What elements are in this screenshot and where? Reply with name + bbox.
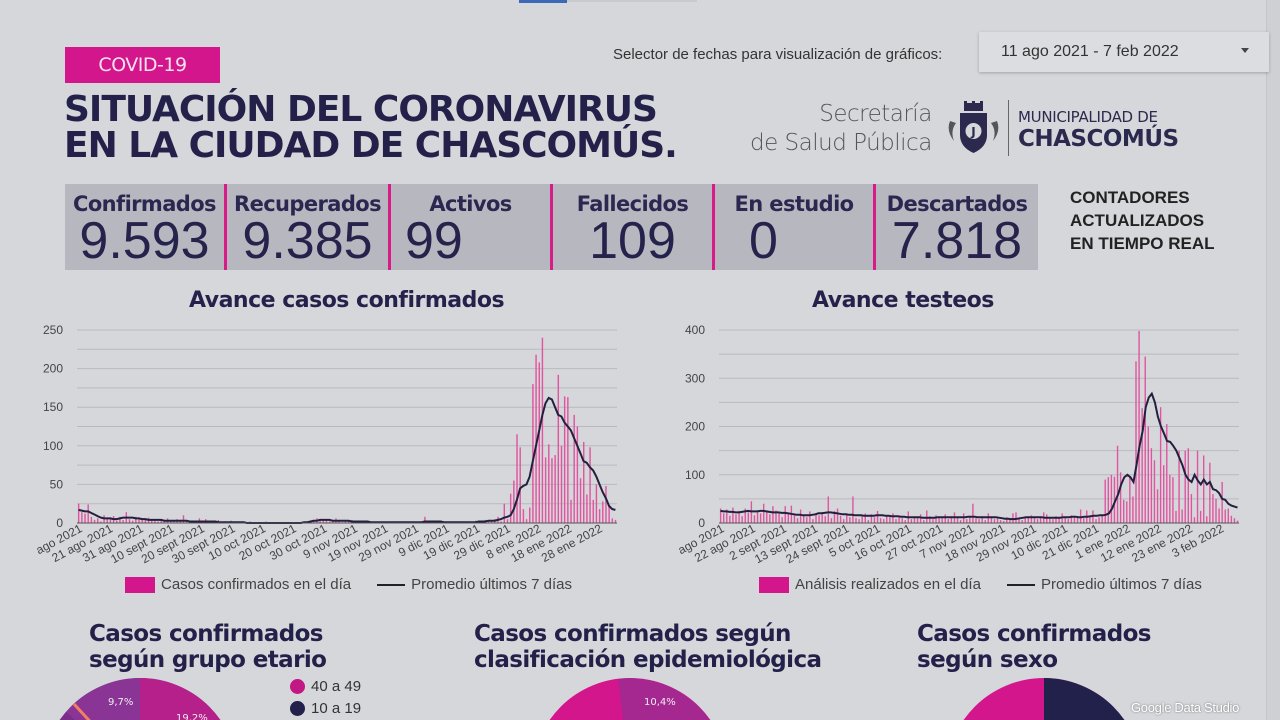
counters-note-line: EN TIEMPO REAL <box>1070 234 1215 253</box>
page-title-line1: SITUACIÓN DEL CORONAVIRUS <box>64 89 658 130</box>
section-title-grupo-etario: Casos confirmados según grupo etario <box>89 621 327 673</box>
date-range-selector[interactable]: 11 ago 2021 - 7 feb 2022 <box>979 32 1269 72</box>
pie-grupo-etario[interactable]: 9,7% 19,2% <box>40 676 240 720</box>
counter-confirmados: Confirmados 9.593 <box>65 184 227 270</box>
date-selector-label: Selector de fechas para visualización de… <box>613 46 943 63</box>
legend-bar-swatch <box>759 576 789 593</box>
municipal-shield-icon: J <box>948 101 999 153</box>
svg-text:250: 250 <box>43 323 63 337</box>
logo-sec-line1: Secretaría <box>819 101 932 127</box>
chart-title-confirmados: Avance casos confirmados <box>189 288 505 313</box>
logo-mun-line2: CHASCOMÚS <box>1018 126 1179 152</box>
legend-label: 10 a 19 <box>311 699 362 717</box>
svg-text:J: J <box>970 125 975 139</box>
svg-text:0: 0 <box>698 516 705 530</box>
counter-label: Recuperados <box>234 192 382 216</box>
section-title-line: Casos confirmados según <box>474 621 791 647</box>
pie-legend-grupo-etario: 40 a 49 10 a 19 <box>290 675 361 719</box>
pie-label: 10,4% <box>644 697 676 708</box>
legend-confirmados: Casos confirmados en el día Promedio últ… <box>125 576 572 593</box>
counters-note-line: ACTUALIZADOS <box>1070 211 1205 230</box>
counter-recuperados: Recuperados 9.385 <box>227 184 391 270</box>
logo-divider <box>1008 100 1009 156</box>
counter-value: 99 <box>405 212 463 270</box>
pie-label: 19,2% <box>176 713 208 720</box>
counter-label: Activos <box>429 192 512 216</box>
counter-activos: Activos 99 <box>391 184 553 270</box>
legend-label: Promedio últimos 7 días <box>411 576 573 593</box>
section-title-line: Casos confirmados <box>89 621 323 647</box>
scrollbar[interactable] <box>1266 0 1280 720</box>
svg-text:100: 100 <box>43 439 63 453</box>
section-title-sexo: Casos confirmados según sexo <box>917 621 1151 673</box>
page-title: SITUACIÓN DEL CORONAVIRUS EN LA CIUDAD D… <box>64 89 678 166</box>
legend-testeos: Análisis realizados en el día Promedio ú… <box>759 576 1202 593</box>
svg-text:0: 0 <box>56 516 63 530</box>
counter-value: 0 <box>749 212 778 270</box>
counter-label: Fallecidos <box>576 192 689 216</box>
municipalidad-logo-text: MUNICIPALIDAD DE CHASCOMÚS <box>1018 108 1179 152</box>
counters-bar: Confirmados 9.593 Recuperados 9.385 Acti… <box>65 184 1038 270</box>
counters-note-line: CONTADORES <box>1070 188 1190 207</box>
counters-note: CONTADORES ACTUALIZADOS EN TIEMPO REAL <box>1070 186 1215 255</box>
dropdown-caret-icon <box>1241 48 1249 53</box>
svg-text:200: 200 <box>43 362 63 376</box>
counter-label: Descartados <box>886 192 1028 216</box>
svg-text:150: 150 <box>43 400 63 414</box>
counter-label: En estudio <box>734 192 855 216</box>
pie-label: 9,7% <box>108 697 133 708</box>
logo-sec-line2: de Salud Pública <box>750 130 932 156</box>
svg-text:200: 200 <box>685 420 705 434</box>
chart-title-testeos: Avance testeos <box>812 288 994 313</box>
legend-label: Análisis realizados en el día <box>795 576 981 593</box>
legend-dot-icon <box>290 678 305 694</box>
svg-text:400: 400 <box>685 323 705 337</box>
legend-line-swatch <box>1006 583 1035 586</box>
counter-en-estudio: En estudio 0 <box>715 184 876 270</box>
legend-bar-swatch <box>125 576 155 593</box>
top-tab-indicator[interactable] <box>519 0 567 3</box>
counter-fallecidos: Fallecidos 109 <box>553 184 715 270</box>
logo-mun-line1: MUNICIPALIDAD DE <box>1018 108 1158 126</box>
svg-text:100: 100 <box>685 468 705 482</box>
counter-value: 7.818 <box>891 212 1023 270</box>
page-title-line2: EN LA CIUDAD DE CHASCOMÚS. <box>64 125 678 166</box>
legend-label: Casos confirmados en el día <box>161 576 352 593</box>
svg-text:300: 300 <box>685 371 705 385</box>
covid-badge: COVID-19 <box>65 47 220 83</box>
legend-label: 40 a 49 <box>311 677 362 695</box>
date-range-value: 11 ago 2021 - 7 feb 2022 <box>1001 43 1179 60</box>
section-title-clasificacion: Casos confirmados según clasificación ep… <box>474 621 822 673</box>
legend-line-swatch <box>377 583 406 586</box>
counter-value: 9.593 <box>79 212 210 270</box>
pie-legend-item[interactable]: 10 a 19 <box>290 697 361 719</box>
secretaria-logo-text: Secretaría de Salud Pública <box>750 100 932 158</box>
pie-legend-item[interactable]: 40 a 49 <box>290 675 361 697</box>
counter-value: 109 <box>589 212 676 270</box>
counter-descartados: Descartados 7.818 <box>876 184 1038 270</box>
section-title-line: según sexo <box>917 647 1058 673</box>
legend-dot-icon <box>290 700 305 716</box>
top-tab-strip[interactable] <box>567 0 697 2</box>
pie-sexo[interactable] <box>944 676 1144 720</box>
counter-value: 9.385 <box>242 212 373 270</box>
pie-clasificacion[interactable]: 10,4% <box>530 676 730 720</box>
section-title-line: clasificación epidemiológica <box>474 647 822 673</box>
counter-label: Confirmados <box>73 192 217 216</box>
section-title-line: Casos confirmados <box>917 621 1151 647</box>
google-data-studio-watermark: Google Data Studio <box>1131 700 1240 715</box>
legend-label: Promedio últimos 7 días <box>1040 576 1202 593</box>
section-title-line: según grupo etario <box>89 647 327 673</box>
svg-text:50: 50 <box>50 477 64 491</box>
